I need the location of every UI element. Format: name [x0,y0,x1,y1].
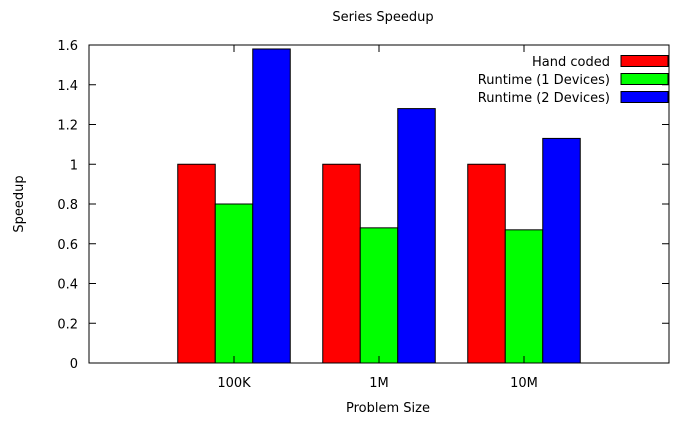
bar [252,48,291,364]
y-tick-label: 0.2 [57,317,78,332]
x-tick-label: 1M [369,376,389,391]
y-axis-label: Speedup [12,175,27,232]
x-tick-label: 10M [510,376,538,391]
y-tick-label: 0.8 [57,198,78,213]
axis-ticks: 0 0.2 0.4 0.6 0.8 1 1.2 1.4 1.6 100K 1M 10M [57,39,669,391]
legend-label: Runtime (1 Devices) [478,73,610,88]
bar [214,203,254,364]
x-tick-label: 100K [217,376,251,391]
x-axis-label: Problem Size [346,401,430,416]
bar [177,163,216,364]
y-tick-label: 0.4 [57,278,78,293]
y-tick-label: 1.2 [57,119,78,134]
legend-label: Hand coded [532,55,610,70]
y-tick-label: 0 [70,357,78,372]
y-tick-label: 1.6 [57,39,78,54]
bar [467,163,506,364]
y-tick-label: 0.6 [57,238,78,253]
y-tick-label: 1.4 [57,79,78,94]
bar [397,108,436,364]
y-tick-label: 1 [70,158,78,173]
legend: Hand coded Runtime (1 Devices) Runtime (2 … [478,55,669,106]
bar [322,163,361,364]
legend-label: Runtime (2 Devices) [478,91,610,106]
legend-swatch [620,55,669,67]
bars-layer [177,48,581,364]
legend-swatch [620,73,669,85]
bar [542,137,581,364]
legend-swatch [620,91,669,103]
bar [504,229,544,364]
chart-title: Series Speedup [332,10,433,25]
bar [359,227,399,364]
